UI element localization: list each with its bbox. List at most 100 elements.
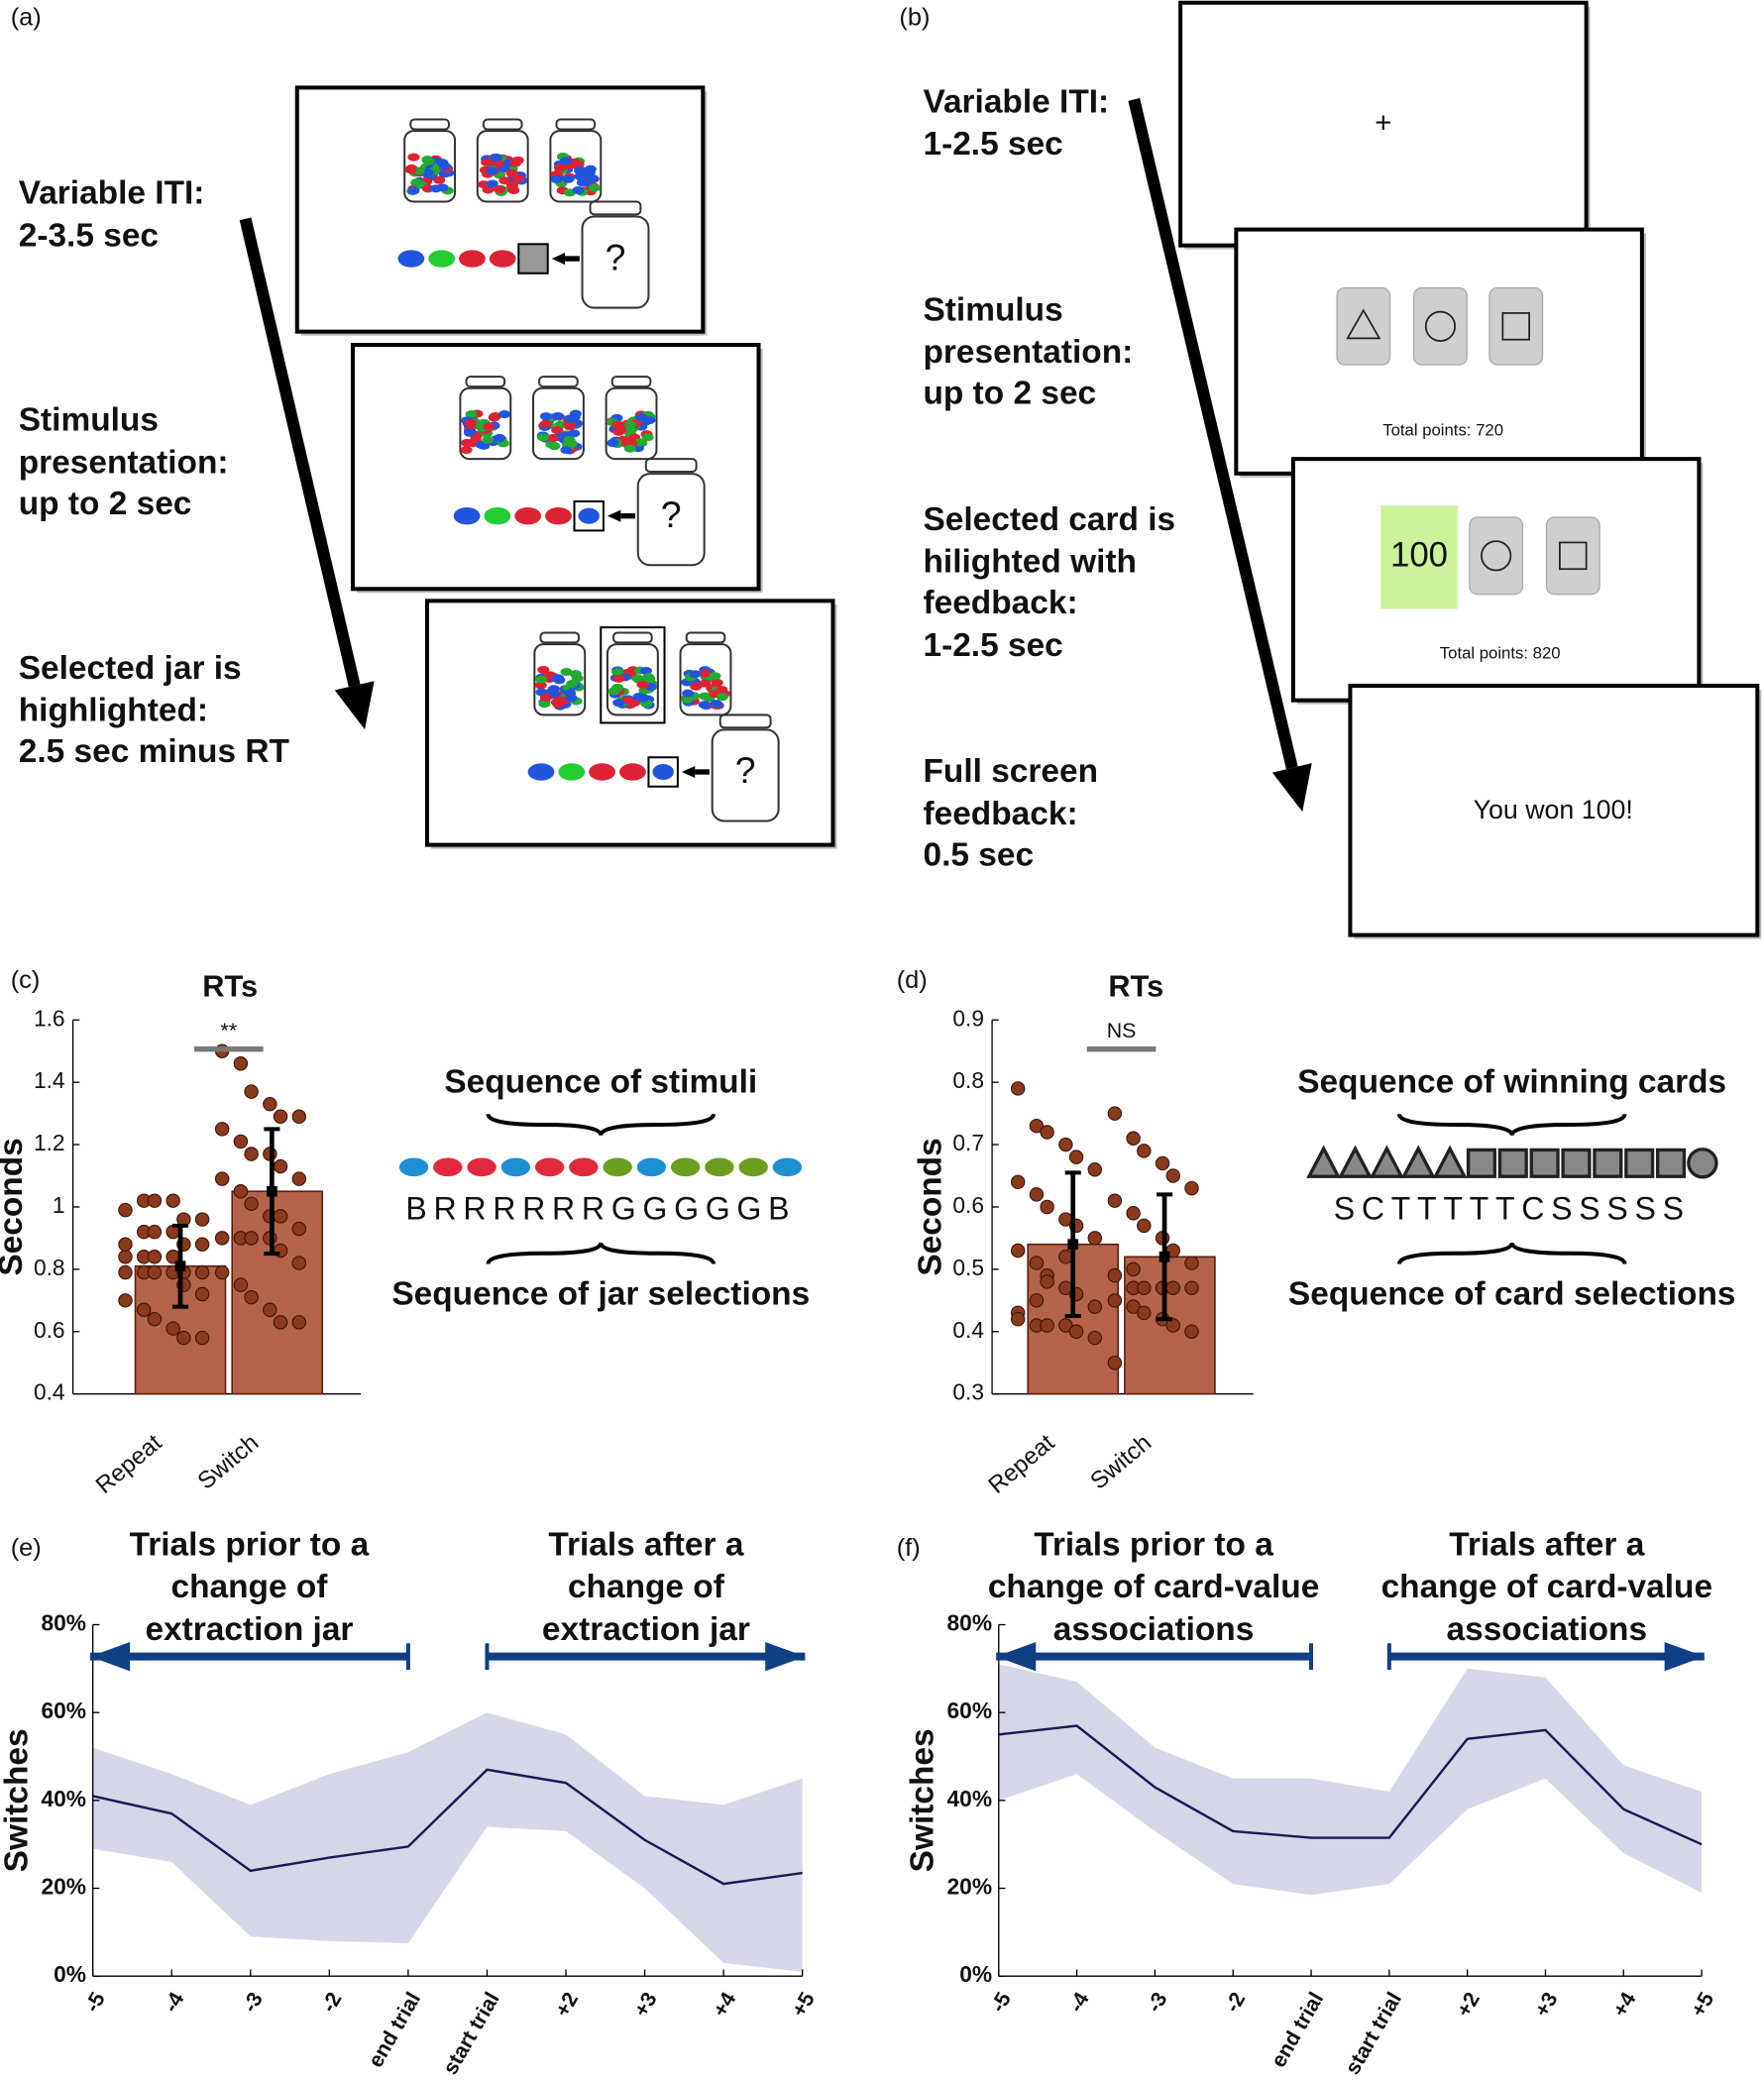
- stimulus: [467, 1157, 496, 1177]
- bead: [559, 157, 573, 165]
- bead: [407, 186, 420, 195]
- bead: [407, 153, 420, 162]
- data-point: [1058, 1250, 1073, 1264]
- data-point: [1029, 1293, 1045, 1308]
- data-point: [1184, 1324, 1199, 1339]
- card-shape: [1497, 1148, 1528, 1178]
- bead: [536, 433, 549, 442]
- bead: [511, 156, 524, 164]
- frame: [1178, 0, 1589, 248]
- data-point: [214, 1264, 230, 1280]
- data-point: [233, 1184, 249, 1199]
- data-point: [1087, 1231, 1103, 1246]
- step-text: presentation:: [923, 334, 1133, 371]
- data-point: [291, 1221, 307, 1237]
- bead: [589, 763, 615, 781]
- bead: [428, 250, 456, 268]
- annotation: change of: [170, 1569, 328, 1605]
- bead: [619, 763, 646, 781]
- stimulus: [670, 1157, 701, 1177]
- bead: [636, 680, 649, 689]
- data-point: [291, 1315, 307, 1330]
- step-text: feedback:: [923, 585, 1077, 621]
- bead: [551, 425, 564, 434]
- data-point: [233, 1277, 249, 1292]
- data-point: [214, 1171, 230, 1186]
- bead: [539, 419, 552, 428]
- data-point: [194, 1286, 210, 1302]
- data-point: [263, 1096, 277, 1112]
- arrow-head: [1271, 763, 1312, 813]
- bead: [489, 411, 501, 421]
- card-shape: [1466, 1148, 1496, 1178]
- annotation: change of card-value: [1381, 1569, 1712, 1605]
- annotation: associations: [1053, 1611, 1255, 1648]
- jar: [476, 118, 529, 203]
- bead: [546, 434, 559, 443]
- jar-body: [711, 728, 780, 822]
- step-text: highlighted:: [19, 693, 208, 729]
- data-point: [118, 1202, 133, 1218]
- data-point: [1040, 1274, 1054, 1289]
- bead: [483, 422, 496, 431]
- card-shape: [1501, 312, 1530, 341]
- step-text: 1-2.5 sec: [923, 126, 1062, 163]
- jar: [711, 713, 780, 822]
- bead: [612, 427, 625, 436]
- data-point: [1184, 1256, 1199, 1270]
- arrow-head: [681, 765, 696, 779]
- bead: [606, 439, 619, 448]
- data-point: [273, 1315, 288, 1330]
- arrow-head: [606, 509, 621, 522]
- data-point: [1087, 1161, 1103, 1177]
- bead: [681, 695, 694, 704]
- significance: **: [221, 1019, 238, 1042]
- data-point: [136, 1302, 152, 1317]
- card-shape: [1338, 1145, 1374, 1178]
- arrow-shaft: [1128, 98, 1298, 770]
- mean-marker: [1067, 1239, 1079, 1251]
- bead: [484, 506, 511, 525]
- bead: [486, 179, 498, 188]
- bead: [641, 433, 654, 442]
- bead: [436, 159, 449, 167]
- bead: [710, 700, 722, 709]
- span-arrow-head: [996, 1641, 1037, 1672]
- bead: [453, 506, 481, 525]
- stimulus: [603, 1157, 632, 1177]
- data-point: [1040, 1318, 1054, 1333]
- bead: [711, 678, 723, 687]
- card-shape: [1561, 1148, 1592, 1178]
- data-point: [1165, 1280, 1180, 1295]
- arrow-shaft: [239, 217, 361, 688]
- bead: [690, 682, 703, 691]
- bead: [636, 694, 649, 703]
- brace: [486, 1242, 717, 1265]
- annotation: Trials after a: [548, 1526, 743, 1563]
- bead: [562, 174, 575, 183]
- bead: [639, 666, 652, 675]
- data-point: [1107, 1106, 1123, 1121]
- jar-lid: [465, 376, 506, 388]
- step-text: Selected jar is: [19, 650, 242, 687]
- bead: [634, 413, 647, 422]
- stimulus: [534, 1157, 565, 1177]
- annotation: extraction jar: [542, 1611, 750, 1648]
- data-point: [233, 1056, 249, 1071]
- bead: [564, 414, 577, 423]
- card-shape: [1432, 1145, 1468, 1178]
- step-text: Full screen: [923, 753, 1098, 790]
- chart-title: RTs: [1108, 968, 1163, 1003]
- card-shape: [1687, 1148, 1718, 1179]
- bead: [548, 442, 561, 451]
- y-axis-label: Switches: [905, 1728, 941, 1872]
- bead: [553, 164, 566, 172]
- y-tick-label: 0.8: [34, 1255, 65, 1280]
- sequence-label: Sequence of winning cards: [1297, 1063, 1726, 1100]
- bead: [716, 686, 728, 695]
- step-text: 2-3.5 sec: [19, 217, 159, 254]
- bead: [564, 689, 577, 698]
- y-tick-label: 1.2: [34, 1130, 65, 1155]
- y-tick-label: 0.4: [34, 1379, 65, 1405]
- span-arrow-head: [90, 1641, 131, 1672]
